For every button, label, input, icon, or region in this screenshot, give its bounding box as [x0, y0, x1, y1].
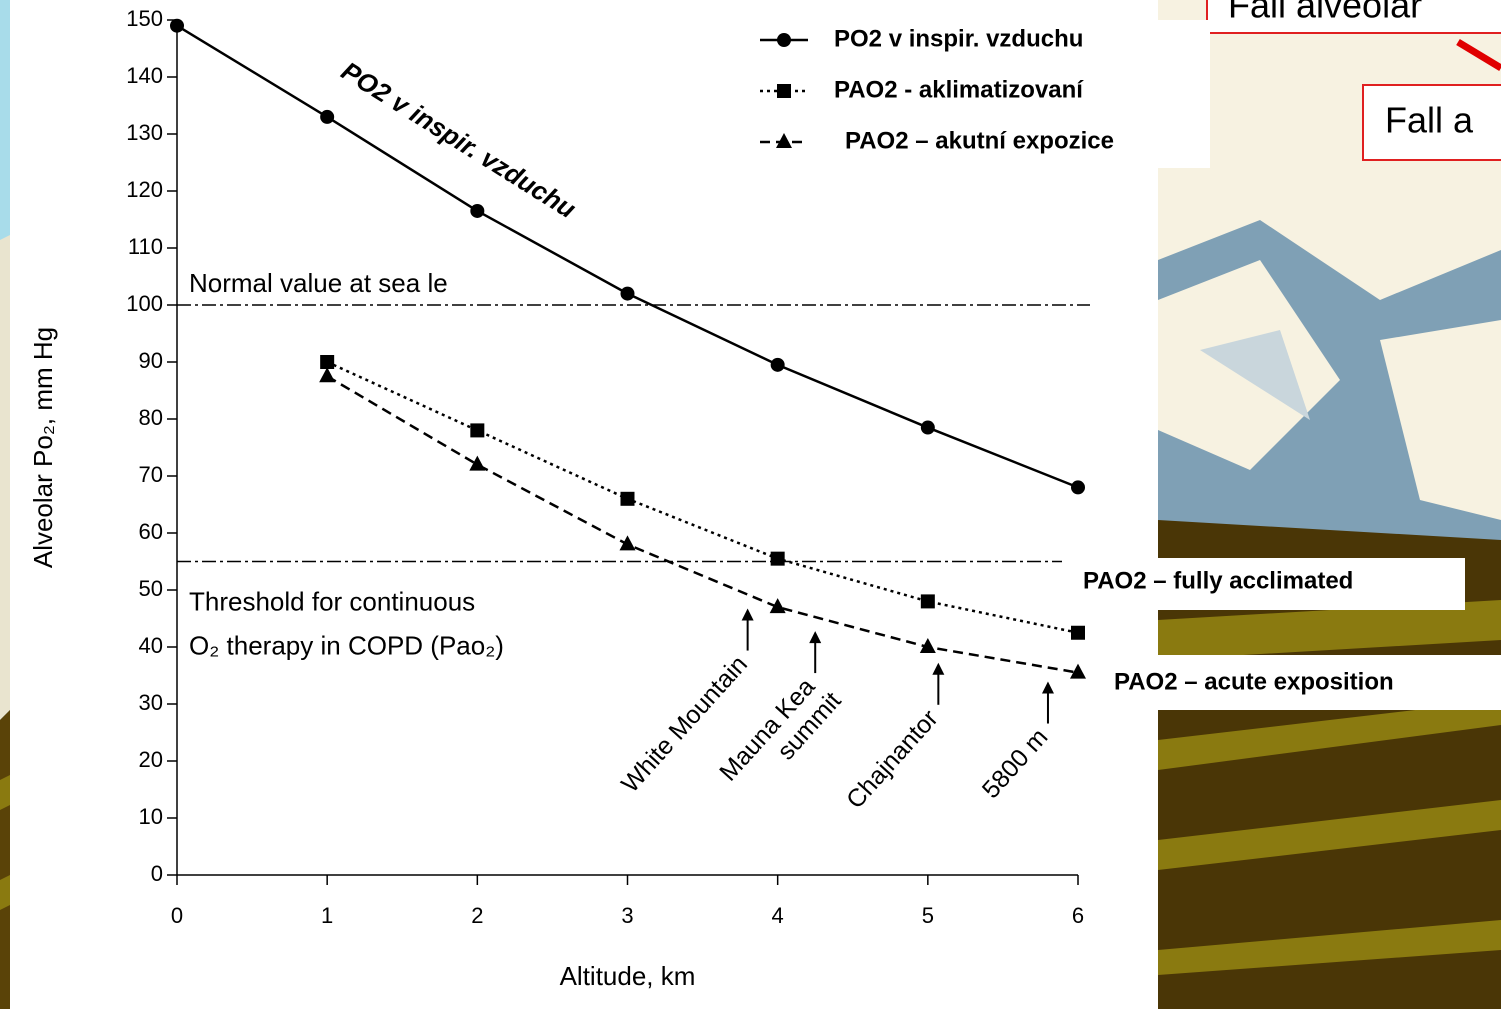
x-tick-label: 6 [1072, 903, 1084, 928]
y-tick-label: 0 [151, 861, 163, 886]
legend-marker [777, 84, 791, 98]
y-tick-label: 110 [128, 234, 163, 259]
x-tick-label: 1 [321, 903, 333, 928]
marker [621, 492, 635, 506]
slide: Fall alveolar Fall a PAO2 – fully acclim… [0, 0, 1501, 1009]
marker [771, 358, 785, 372]
curve-label: PAO2 – acute exposition [1114, 668, 1394, 695]
legend-label: PAO2 - aklimatizovaní [834, 76, 1084, 103]
x-tick-label: 4 [772, 903, 784, 928]
y-tick-label: 140 [126, 63, 163, 88]
x-tick-label: 5 [922, 903, 934, 928]
curve-label: PAO2 – fully acclimated [1083, 567, 1353, 594]
x-tick-label: 0 [171, 903, 183, 928]
callout: Fall a [1385, 100, 1474, 141]
marker [170, 19, 184, 33]
callout: Fall alveolar [1228, 0, 1422, 26]
x-tick-label: 2 [471, 903, 483, 928]
marker [320, 110, 334, 124]
reference-label: O₂ therapy in COPD (Pao₂) [189, 630, 504, 660]
x-axis-title: Altitude, km [560, 961, 696, 991]
y-tick-label: 70 [139, 462, 163, 487]
marker [470, 204, 484, 218]
y-tick-label: 50 [139, 576, 163, 601]
marker [1071, 626, 1085, 640]
y-tick-label: 80 [139, 405, 163, 430]
marker [771, 552, 785, 566]
y-tick-label: 130 [126, 120, 163, 145]
x-tick-label: 3 [621, 903, 633, 928]
marker [1071, 480, 1085, 494]
reference-label: Threshold for continuous [189, 586, 475, 616]
marker [320, 355, 334, 369]
y-tick-label: 150 [126, 6, 163, 31]
y-tick-label: 60 [139, 519, 163, 544]
y-tick-label: 90 [139, 348, 163, 373]
legend-label: PAO2 – akutní expozice [845, 127, 1114, 154]
y-tick-label: 30 [139, 690, 163, 715]
y-tick-label: 120 [126, 177, 163, 202]
y-tick-label: 20 [139, 747, 163, 772]
y-tick-label: 10 [139, 804, 163, 829]
marker [470, 423, 484, 437]
y-tick-label: 100 [126, 291, 163, 316]
reference-label: Normal value at sea le [189, 268, 448, 298]
legend-marker [777, 33, 791, 47]
marker [921, 594, 935, 608]
legend-label: PO2 v inspir. vzduchu [834, 25, 1083, 52]
marker [621, 287, 635, 301]
y-axis-title: Alveolar Po₂, mm Hg [28, 327, 58, 568]
y-tick-label: 40 [139, 633, 163, 658]
marker [921, 421, 935, 435]
